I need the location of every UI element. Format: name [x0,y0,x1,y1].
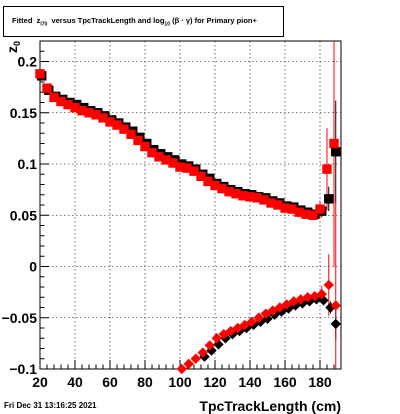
square-marker [91,110,101,120]
square-marker [203,176,213,187]
diamond-marker [176,363,187,375]
y-axis-title: z0 [4,41,22,53]
diamond-marker [330,300,341,311]
square-marker [324,194,334,204]
square-marker [287,204,297,214]
square-marker [42,83,52,93]
y-tick-label: 0.2 [18,54,38,70]
square-marker [238,191,248,201]
x-tick-label: 120 [203,374,227,390]
square-marker [140,141,150,152]
square-marker [217,183,227,194]
square-marker [196,171,206,181]
timestamp: Fri Dec 31 13:16:25 2021 [4,401,97,410]
diamond-marker [323,279,334,291]
x-tick-label: 40 [67,374,83,390]
square-marker [266,198,276,208]
square-marker [35,69,45,79]
x-tick-label: 20 [32,374,48,390]
square-marker [189,166,199,176]
ticks-layer: 20 40 60 80 100 120 140 160 180 −0.1 −0.05 0 0.05 0.1… [2,40,335,390]
square-marker [161,155,171,165]
square-marker [301,209,311,219]
square-marker [182,163,192,173]
square-marker [322,164,332,174]
square-marker [119,124,129,134]
square-marker [77,106,87,116]
square-marker [252,193,262,203]
square-marker [259,195,269,205]
square-marker [147,148,157,158]
diamond-marker [204,340,215,351]
square-marker [210,180,220,191]
diamond-marker [232,322,243,334]
diamond-marker [190,353,201,364]
diamond-marker [246,316,257,328]
square-marker [133,135,143,146]
square-marker [245,192,255,202]
diamond-marker [316,288,327,300]
square-marker [175,162,185,172]
y-tick-label: −0.1 [9,361,37,377]
diamond-marker [197,347,208,358]
diamond-marker [302,292,313,303]
diamond-marker [199,351,210,362]
square-marker [294,207,304,217]
square-marker [315,204,325,214]
square-marker [70,102,80,113]
square-marker [49,92,59,103]
data-points [35,69,341,375]
diamond-marker [225,325,236,337]
square-marker [56,96,66,107]
x-tick-label: 160 [273,374,297,390]
square-marker [331,147,341,157]
diamond-marker [253,312,264,323]
y-tick-label: 0 [29,259,37,275]
x-tick-label: 80 [137,374,153,390]
square-marker [224,186,234,197]
square-marker [168,158,178,168]
y-tick-label: 0.1 [18,156,38,172]
square-marker [154,152,164,162]
square-marker [329,138,339,149]
diamond-marker [220,333,231,344]
diamond-marker [211,333,222,344]
square-marker [280,203,290,213]
x-tick-label: 100 [168,374,192,390]
square-marker [126,129,136,139]
x-tick-label: 140 [238,374,262,390]
square-marker [308,210,318,220]
x-tick-label: 180 [308,374,332,390]
diamond-marker [183,358,194,370]
y-tick-label: 0.05 [10,207,37,223]
square-marker [231,189,241,199]
square-marker [63,99,73,110]
plot-title: Fitted zI70 versus TpcTrackLength and lo… [12,16,257,28]
plot-title-box: Fitted zI70 versus TpcTrackLength and lo… [3,6,284,37]
y-tick-label: −0.05 [2,310,38,326]
square-marker [98,113,108,123]
square-marker [112,120,122,130]
square-marker [105,117,115,127]
y-tick-label: 0.15 [10,105,37,121]
square-marker [84,108,94,118]
x-tick-label: 60 [102,374,118,390]
x-axis-title: TpcTrackLength (cm) [199,398,341,414]
square-marker [273,200,283,210]
diamond-marker [330,318,341,330]
